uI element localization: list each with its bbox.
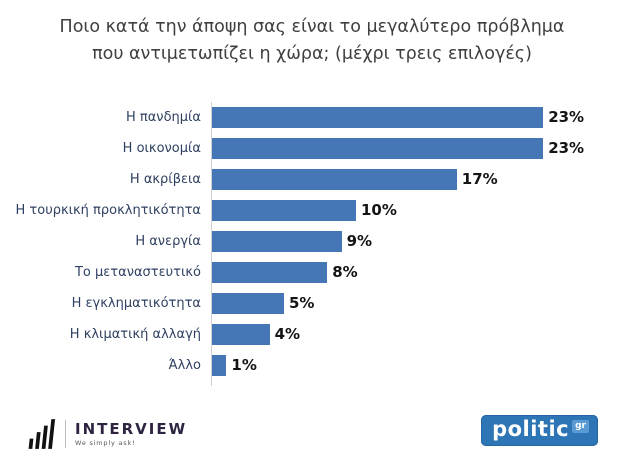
bar-track: 1% — [212, 354, 257, 376]
value-label: 8% — [332, 263, 358, 281]
bar-track: 10% — [212, 199, 397, 221]
chart-rows: Η πανδημία 23% Η οικονομία 23% Η ακρίβεια 17%… — [8, 106, 608, 376]
chart-row: Η ακρίβεια 17% — [8, 168, 608, 190]
bar-chart: Η πανδημία 23% Η οικονομία 23% Η ακρίβεια 17%… — [8, 102, 608, 386]
category-label: Η οικονομία — [122, 140, 201, 156]
value-label: 1% — [231, 356, 257, 374]
interview-logo: INTERVIEW We simply ask! — [28, 419, 187, 449]
interview-wordmark: INTERVIEW — [75, 419, 188, 438]
value-label: 23% — [548, 108, 585, 126]
category-label: Η ακρίβεια — [129, 171, 201, 187]
chart-row: Η τουρκική προκλητικότητα 10% — [8, 199, 608, 221]
interview-bars-icon — [28, 419, 56, 449]
category-axis-line — [211, 102, 212, 386]
category-label: Η κλιματική αλλαγή — [69, 326, 201, 342]
value-label: 23% — [548, 139, 585, 157]
bar — [212, 323, 270, 345]
chart-row: Η οικονομία 23% — [8, 137, 608, 159]
bar-track: 4% — [212, 323, 300, 345]
politic-logo: politic gr — [481, 415, 598, 446]
bar — [212, 199, 356, 221]
bar — [212, 230, 342, 252]
politic-wordmark: politic — [492, 417, 570, 441]
value-label: 17% — [461, 170, 498, 188]
bar-track: 23% — [212, 106, 584, 128]
chart-row: Η κλιματική αλλαγή 4% — [8, 323, 608, 345]
bar-track: 5% — [212, 292, 314, 314]
chart-title: Ποιο κατά την άποψη σας είναι το μεγαλύτ… — [59, 17, 565, 65]
bar-track: 17% — [212, 168, 498, 190]
value-label: 5% — [289, 294, 315, 312]
bar — [212, 137, 544, 159]
category-label: Άλλο — [168, 357, 201, 373]
chart-row: Το μεταναστευτικό 8% — [8, 261, 608, 283]
chart-row: Η εγκληματικότητα 5% — [8, 292, 608, 314]
category-label: Η τουρκική προκλητικότητα — [15, 202, 202, 218]
category-label: Η πανδημία — [126, 109, 201, 125]
bar — [212, 168, 457, 190]
category-label: Η ανεργία — [135, 233, 201, 249]
chart-row: Η ανεργία 9% — [8, 230, 608, 252]
bar — [212, 106, 544, 128]
politic-gr-badge: gr — [572, 420, 589, 433]
chart-row: Άλλο 1% — [8, 354, 608, 376]
bar — [212, 292, 284, 314]
bar-track: 8% — [212, 261, 358, 283]
value-label: 9% — [346, 232, 373, 250]
value-label: 10% — [361, 201, 397, 219]
category-label: Η εγκληματικότητα — [71, 295, 201, 311]
logo-divider — [65, 420, 66, 448]
bar-track: 23% — [212, 137, 584, 159]
category-label: Το μεταναστευτικό — [74, 264, 201, 280]
chart-row: Η πανδημία 23% — [8, 106, 608, 128]
value-label: 4% — [274, 325, 301, 343]
bar — [212, 354, 227, 376]
bar — [212, 261, 328, 283]
bar-track: 9% — [212, 230, 372, 252]
interview-tagline: We simply ask! — [75, 439, 136, 448]
